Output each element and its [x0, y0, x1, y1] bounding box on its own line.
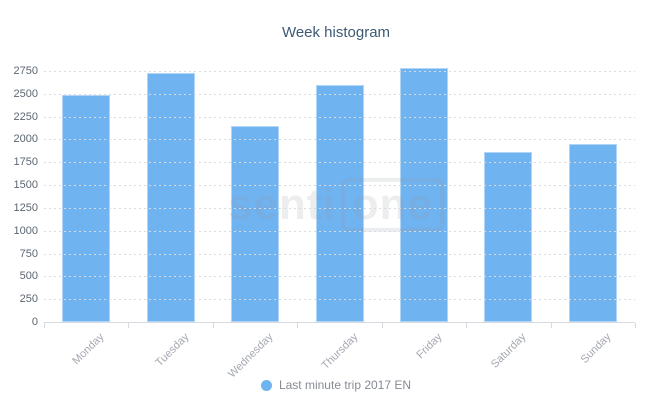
- gridline-250: [44, 299, 635, 301]
- y-axis-label: 1750: [13, 156, 38, 169]
- x-axis-tick: [381, 323, 383, 328]
- y-axis-label: 1500: [13, 179, 38, 192]
- gridline-1750: [44, 162, 635, 164]
- y-axis-label: 2750: [13, 65, 38, 77]
- bar-sunday[interactable]: [568, 144, 617, 322]
- x-axis-label-sunday: Sunday: [578, 331, 614, 366]
- gridline-2250: [44, 116, 635, 118]
- x-axis-line: [44, 322, 635, 323]
- gridline-750: [44, 253, 635, 255]
- y-axis-label: 1250: [13, 201, 38, 214]
- bar-wednesday[interactable]: [231, 125, 280, 322]
- gridline-1000: [44, 230, 635, 232]
- y-axis-label: 2250: [13, 110, 38, 123]
- gridline-2000: [44, 139, 635, 141]
- x-axis-tick: [635, 323, 636, 328]
- x-axis-tick: [44, 323, 45, 328]
- x-axis-label-thursday: Thursday: [319, 331, 360, 372]
- x-axis-label-tuesday: Tuesday: [153, 331, 192, 370]
- x-axis-label-wednesday: Wednesday: [226, 331, 276, 381]
- y-axis-label: 250: [19, 293, 38, 306]
- bar-saturday[interactable]: [484, 152, 533, 322]
- x-axis-label-friday: Friday: [414, 331, 445, 362]
- x-axis-label-saturday: Saturday: [489, 331, 529, 371]
- chart-title: Week histogram: [281, 24, 391, 41]
- y-axis-label: 500: [19, 270, 38, 283]
- x-axis-tick: [128, 323, 130, 328]
- y-axis-label: 750: [19, 247, 38, 260]
- legend: Last minute trip 2017 EN: [0, 378, 672, 392]
- gridline-1250: [44, 207, 635, 209]
- watermark-text: senti: [228, 179, 336, 229]
- watermark-boxed-text: one: [340, 177, 444, 233]
- bar-tuesday[interactable]: [146, 72, 195, 322]
- gridline-2500: [44, 93, 635, 95]
- x-axis-label-monday: Monday: [70, 331, 107, 368]
- sentione-watermark: senti one: [228, 177, 444, 233]
- x-axis-tick: [297, 323, 299, 328]
- y-axis-label: 2500: [13, 87, 38, 100]
- gridline-1500: [44, 185, 635, 187]
- legend-series-dot: [260, 379, 272, 391]
- bar-friday[interactable]: [399, 68, 448, 322]
- x-axis-tick: [466, 323, 468, 328]
- x-axis-tick: [550, 323, 552, 328]
- legend-series-label[interactable]: Last minute trip 2017 EN: [278, 378, 412, 392]
- gridline-2750: [44, 71, 635, 72]
- bar-thursday[interactable]: [315, 84, 364, 322]
- y-axis-label: 0: [31, 316, 38, 328]
- x-axis-tick: [212, 323, 214, 328]
- y-axis-label: 2000: [13, 133, 38, 146]
- gridline-500: [44, 276, 635, 278]
- y-axis-label: 1000: [13, 224, 38, 237]
